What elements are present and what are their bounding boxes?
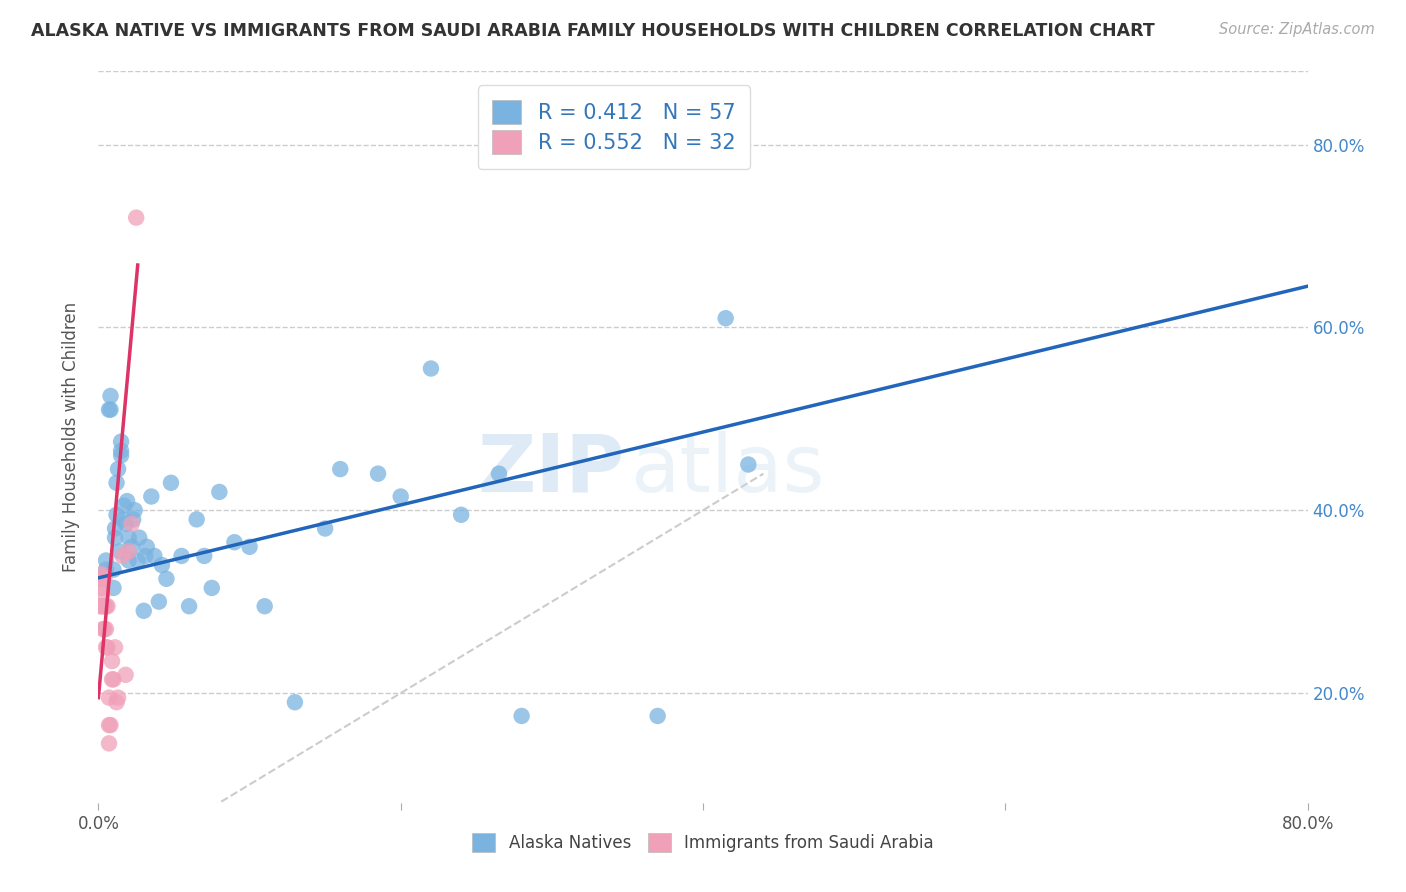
- Point: [108, 544, 131, 558]
- Point: [132, 604, 155, 618]
- Point: [100, 402, 122, 417]
- Text: atlas: atlas: [630, 431, 825, 509]
- Point: [91, 599, 114, 614]
- Point: [98, 736, 121, 750]
- Point: [101, 673, 124, 687]
- Point: [94, 622, 117, 636]
- Point: [193, 549, 215, 563]
- Point: [510, 709, 533, 723]
- Point: [148, 594, 170, 608]
- Point: [103, 581, 125, 595]
- Point: [134, 549, 156, 563]
- Point: [101, 654, 124, 668]
- Point: [91, 585, 114, 599]
- Point: [104, 640, 127, 655]
- Point: [105, 475, 128, 490]
- Point: [179, 599, 201, 614]
- Point: [90, 599, 112, 614]
- Text: ALASKA NATIVE VS IMMIGRANTS FROM SAUDI ARABIA FAMILY HOUSEHOLDS WITH CHILDREN CO: ALASKA NATIVE VS IMMIGRANTS FROM SAUDI A…: [31, 22, 1154, 40]
- Point: [124, 503, 146, 517]
- Point: [329, 462, 352, 476]
- Point: [105, 508, 128, 522]
- Point: [98, 402, 121, 417]
- Point: [208, 485, 231, 500]
- Point: [111, 512, 134, 526]
- Point: [128, 531, 150, 545]
- Point: [94, 553, 117, 567]
- Point: [100, 718, 122, 732]
- Point: [186, 512, 208, 526]
- Point: [114, 516, 136, 531]
- Point: [239, 540, 262, 554]
- Point: [111, 549, 134, 563]
- Point: [122, 512, 145, 526]
- Point: [150, 558, 173, 573]
- Point: [647, 709, 669, 723]
- Point: [91, 622, 114, 636]
- Point: [89, 572, 111, 586]
- Point: [125, 211, 148, 225]
- Point: [107, 690, 129, 705]
- Y-axis label: Family Households with Children: Family Households with Children: [62, 302, 80, 572]
- Point: [714, 311, 737, 326]
- Text: Source: ZipAtlas.com: Source: ZipAtlas.com: [1219, 22, 1375, 37]
- Point: [110, 443, 132, 458]
- Point: [94, 563, 117, 577]
- Point: [91, 572, 114, 586]
- Point: [488, 467, 510, 481]
- Point: [98, 718, 121, 732]
- Point: [143, 549, 166, 563]
- Point: [112, 499, 135, 513]
- Point: [104, 531, 127, 545]
- Point: [104, 521, 127, 535]
- Point: [121, 516, 143, 531]
- Point: [737, 458, 759, 472]
- Text: ZIP: ZIP: [477, 431, 624, 509]
- Point: [170, 549, 193, 563]
- Point: [118, 553, 141, 567]
- Point: [224, 535, 246, 549]
- Point: [96, 599, 118, 614]
- Point: [103, 673, 125, 687]
- Point: [118, 544, 141, 558]
- Point: [314, 521, 336, 535]
- Point: [253, 599, 276, 614]
- Point: [90, 567, 112, 582]
- Point: [105, 695, 128, 709]
- Point: [135, 540, 157, 554]
- Point: [98, 690, 121, 705]
- Point: [110, 434, 132, 449]
- Point: [100, 389, 122, 403]
- Point: [127, 553, 149, 567]
- Point: [103, 563, 125, 577]
- Point: [96, 640, 118, 655]
- Point: [107, 462, 129, 476]
- Point: [93, 622, 115, 636]
- Point: [389, 490, 412, 504]
- Point: [94, 599, 117, 614]
- Point: [93, 599, 115, 614]
- Point: [141, 490, 163, 504]
- Point: [284, 695, 307, 709]
- Point: [90, 581, 112, 595]
- Point: [118, 531, 141, 545]
- Point: [94, 640, 117, 655]
- Point: [110, 448, 132, 462]
- Point: [201, 581, 224, 595]
- Point: [121, 540, 143, 554]
- Point: [93, 572, 115, 586]
- Point: [367, 467, 389, 481]
- Point: [115, 494, 138, 508]
- Point: [89, 599, 111, 614]
- Point: [160, 475, 183, 490]
- Point: [420, 361, 443, 376]
- Point: [450, 508, 472, 522]
- Legend: Alaska Natives, Immigrants from Saudi Arabia: Alaska Natives, Immigrants from Saudi Ar…: [464, 824, 942, 860]
- Point: [155, 572, 177, 586]
- Point: [114, 667, 136, 681]
